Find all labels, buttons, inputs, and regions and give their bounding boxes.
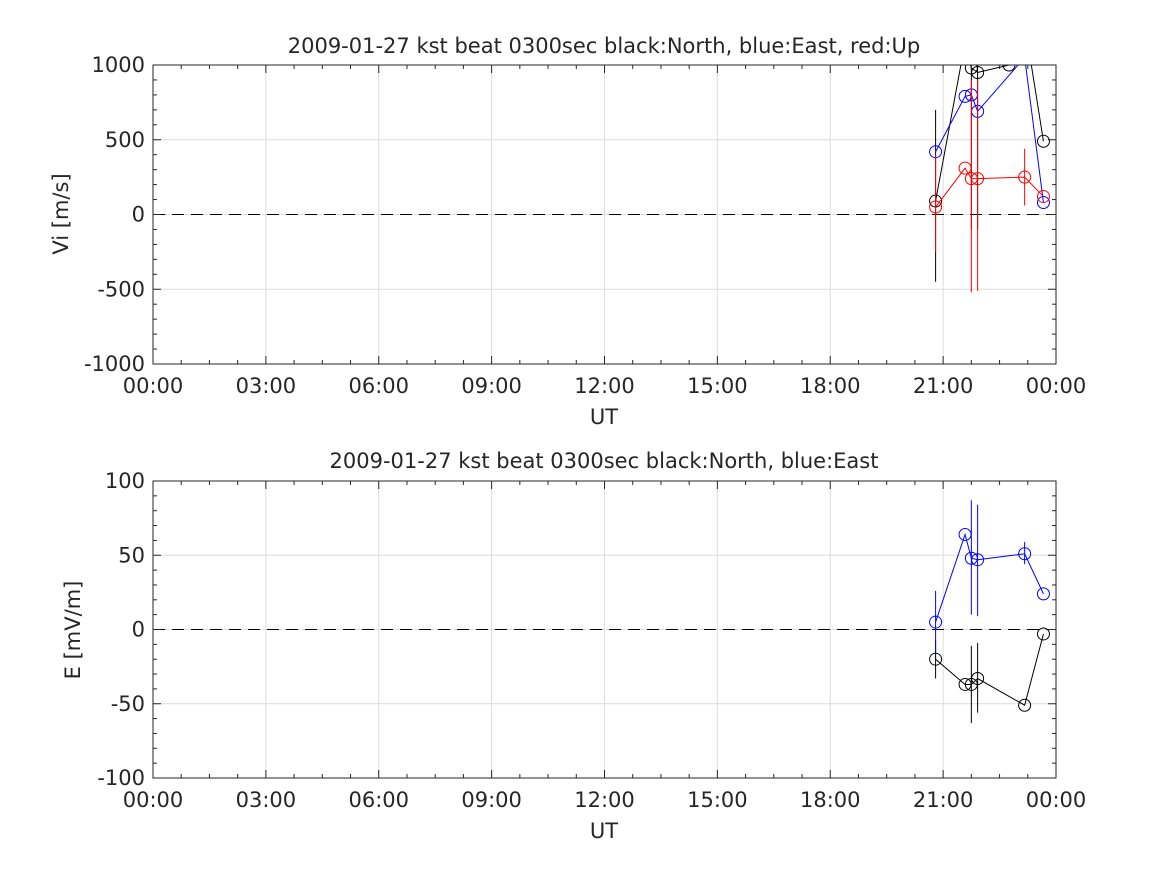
- velocity-series-north-point: [1036, 134, 1050, 148]
- velocity-y-tick-label: 500: [105, 128, 145, 152]
- velocity-series-north-point: [959, 37, 971, 49]
- velocity-y-tick-label: 0: [132, 203, 145, 227]
- velocity-x-tick-label: 06:00: [348, 374, 409, 398]
- velocity-series-east-line: [935, 65, 1044, 203]
- efield-x-axis-label: UT: [590, 819, 618, 843]
- velocity-y-axis-label: Vi [m/s]: [49, 173, 73, 254]
- velocity-x-tick-label: 00:00: [1026, 374, 1087, 398]
- velocity-x-tick-label: 09:00: [461, 374, 522, 398]
- velocity-y-tick-label: -500: [97, 277, 145, 301]
- efield-x-tick-label: 06:00: [348, 788, 409, 812]
- efield-x-tick-label: 09:00: [461, 788, 522, 812]
- efield-x-tick-label: 21:00: [913, 788, 974, 812]
- efield-x-tick-label: 03:00: [236, 788, 297, 812]
- efield-series-north-point: [1036, 627, 1050, 641]
- velocity-x-tick-label: 03:00: [236, 374, 297, 398]
- velocity-x-tick-label: 12:00: [574, 374, 635, 398]
- velocity-series-north-point: [971, 65, 985, 79]
- velocity-series-up-line: [935, 167, 1044, 208]
- efield-x-tick-label: 12:00: [574, 788, 635, 812]
- efield-y-axis-label: E [mV/m]: [61, 581, 85, 680]
- velocity-series-up-point: [1036, 190, 1050, 204]
- efield-y-tick-label: 50: [118, 543, 145, 567]
- efield-y-tick-label: 0: [132, 618, 145, 642]
- velocity-series-north-point: [1022, 37, 1034, 49]
- efield-chart-title: 2009-01-27 kst beat 0300sec black:North,…: [330, 449, 879, 473]
- efield-x-tick-label: 00:00: [1026, 788, 1087, 812]
- efield-y-tick-label: -50: [111, 692, 145, 716]
- velocity-x-tick-label: 18:00: [800, 374, 861, 398]
- efield-series-east-point: [929, 615, 943, 629]
- velocity-series-up-point: [971, 172, 985, 186]
- efield-x-tick-label: 15:00: [687, 788, 748, 812]
- velocity-series-up-point: [929, 200, 943, 214]
- velocity-series-east-point: [1019, 52, 1031, 64]
- efield-series-east-point: [1036, 587, 1050, 601]
- electric-field-panel: 2009-01-27 kst beat 0300sec black:North,…: [61, 449, 1086, 843]
- velocity-y-tick-label: -1000: [84, 352, 145, 376]
- velocity-series-north-point: [1002, 65, 1016, 72]
- efield-series-north-point: [971, 672, 985, 686]
- velocity-y-tick-label: 1000: [92, 53, 145, 77]
- efield-y-tick-label: 100: [105, 469, 145, 493]
- efield-series-east-point: [971, 553, 985, 567]
- velocity-series-up-point: [1018, 170, 1032, 184]
- efield-x-tick-label: 00:00: [123, 788, 184, 812]
- efield-series-east-point: [1018, 547, 1032, 561]
- velocity-chart-title: 2009-01-27 kst beat 0300sec black:North,…: [288, 34, 921, 58]
- efield-data: [929, 500, 1050, 724]
- velocity-x-tick-label: 21:00: [913, 374, 974, 398]
- velocity-x-tick-label: 15:00: [687, 374, 748, 398]
- velocity-panel: 2009-01-27 kst beat 0300sec black:North,…: [49, 34, 1086, 429]
- velocity-x-axis-label: UT: [590, 405, 618, 429]
- efield-series-north-point: [1018, 698, 1032, 712]
- efield-series-east-line: [935, 532, 1044, 623]
- efield-y-tick-label: -100: [97, 766, 145, 790]
- velocity-data: [929, 37, 1050, 293]
- efield-x-tick-label: 18:00: [800, 788, 861, 812]
- velocity-x-tick-label: 00:00: [123, 374, 184, 398]
